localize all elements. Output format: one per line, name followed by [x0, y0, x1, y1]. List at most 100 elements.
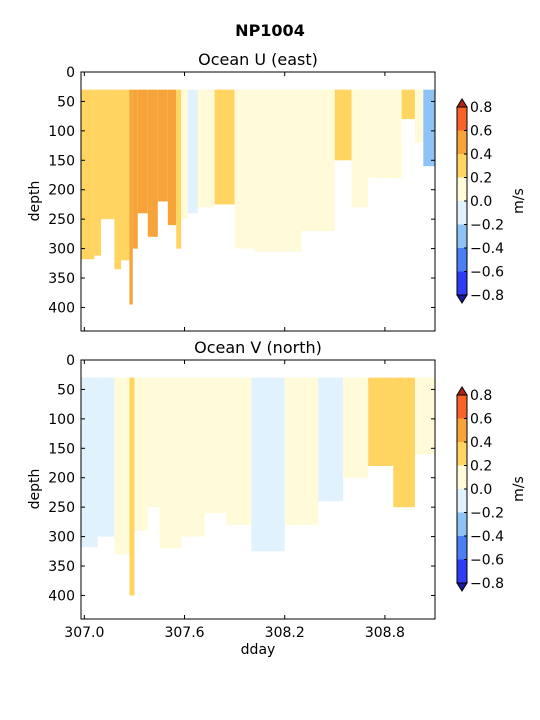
colorbar-tick-label: 0.8	[470, 100, 492, 116]
colorbar-swatch	[457, 512, 467, 536]
colorbar-extend-min	[456, 582, 468, 592]
colorbar-swatch	[457, 418, 467, 442]
heat-cell	[368, 89, 402, 178]
colorbar-tick-label: −0.8	[470, 576, 504, 592]
heat-cell	[147, 89, 158, 237]
y-tick-label: 250	[48, 500, 75, 516]
colorbar-tick-label: −0.4	[470, 241, 504, 257]
heat-cell	[147, 377, 160, 508]
y-tick-label: 350	[48, 559, 75, 575]
heat-cell	[176, 89, 182, 249]
colorbar-extend-max	[456, 386, 468, 396]
colorbar-tick-label: 0.2	[470, 459, 492, 475]
panel-v-title: Ocean V (north)	[194, 338, 322, 357]
y-tick-label: 400	[48, 300, 75, 316]
heat-cell	[132, 89, 138, 249]
heat-cell	[368, 377, 394, 466]
colorbar-swatch	[457, 177, 467, 201]
heat-cell	[414, 377, 435, 455]
heat-cell	[101, 89, 115, 220]
heat-cell	[121, 89, 130, 261]
colorbar-swatch	[457, 201, 467, 225]
heat-cell	[214, 89, 235, 205]
y-tick-label: 350	[48, 271, 75, 287]
colorbar-swatch	[457, 224, 467, 248]
heat-cell	[301, 89, 335, 231]
heat-cell	[351, 89, 369, 208]
x-tick-label: 308.2	[265, 625, 305, 641]
colorbar-swatch	[457, 271, 467, 295]
colorbar-swatch	[457, 536, 467, 560]
heat-cell	[181, 377, 205, 537]
y-tick-label: 250	[48, 212, 75, 228]
y-tick-label: 300	[48, 242, 75, 258]
colorbar-extend-max	[456, 98, 468, 108]
y-tick-label: 400	[48, 588, 75, 604]
panel-ocean-u: Ocean U (east) 050100150200250300350400 …	[27, 50, 527, 332]
colorbar-tick-label: 0.6	[470, 412, 492, 428]
heat-cell	[234, 89, 255, 249]
plot-area-v: 0 50 100 150 200 250 300 350 400 307.0 307.6 308.2 3…	[48, 353, 436, 641]
heat-cell	[318, 377, 344, 502]
axes-frame	[80, 71, 436, 332]
heat-cell	[129, 89, 133, 305]
colorbar-label: m/s	[511, 188, 527, 214]
colorbar-swatch	[457, 395, 467, 419]
colorbar-swatch	[457, 559, 467, 583]
heat-cell	[159, 377, 182, 549]
plot-area-u: 0 50 100 150 200 250 300 350 400	[48, 65, 436, 332]
panel-u-ylabel: depth	[27, 181, 43, 222]
heat-cell	[97, 377, 115, 537]
heat-cell	[114, 377, 130, 555]
colorbar-tick-label: 0.4	[470, 435, 492, 451]
colorbar-swatch	[457, 489, 467, 513]
heat-cell	[197, 89, 215, 208]
heat-cell	[423, 89, 435, 167]
y-tick-label: 50	[57, 382, 75, 398]
y-tick-label: 150	[48, 153, 75, 169]
x-tick-label: 307.6	[164, 625, 204, 641]
colorbar-swatch	[457, 154, 467, 178]
heat-cell	[204, 377, 227, 514]
heat-cell	[94, 89, 102, 256]
colorbar-v: 0.8 0.6 0.4 0.2 0.0 −0.2 −0.4 −0.6 −0.8 m/s	[456, 386, 527, 592]
colorbar-tick-label: −0.2	[470, 506, 504, 522]
colorbar-tick-label: 0.2	[470, 171, 492, 187]
y-tick-label: 300	[48, 530, 75, 546]
colorbar-swatch	[457, 465, 467, 489]
y-tick-label: 200	[48, 183, 75, 199]
heat-cell	[134, 377, 148, 531]
colorbar-extend-min	[456, 294, 468, 304]
heat-cell	[414, 89, 424, 143]
colorbar-swatch	[457, 107, 467, 131]
colorbar-swatch	[457, 442, 467, 466]
heat-cell	[129, 377, 135, 596]
heat-cell	[81, 377, 98, 548]
colorbar-u: 0.8 0.6 0.4 0.2 0.0 −0.2 −0.4 −0.6 −0.8 m/s	[456, 98, 527, 304]
colorbar-tick-label: −0.6	[470, 553, 504, 569]
y-tick-label: 100	[48, 412, 75, 428]
heat-cell	[114, 89, 122, 270]
panel-v-xlabel: dday	[241, 642, 276, 658]
heat-cell	[187, 89, 198, 214]
colorbar-tick-label: 0.0	[470, 482, 492, 498]
heat-cell	[137, 89, 148, 214]
colorbar-tick-label: −0.4	[470, 529, 504, 545]
panel-v-ylabel: depth	[27, 469, 43, 510]
colorbar-swatch	[457, 248, 467, 272]
x-tick-label: 307.0	[64, 625, 104, 641]
colorbar-swatch	[457, 130, 467, 154]
y-tick-label: 50	[57, 94, 75, 110]
y-tick-label: 0	[66, 65, 75, 81]
axes-frame	[80, 359, 436, 620]
colorbar-tick-label: 0.6	[470, 124, 492, 140]
x-tick-label: 308.8	[365, 625, 405, 641]
colorbar-tick-label: 0.0	[470, 194, 492, 210]
y-tick-label: 0	[66, 353, 75, 369]
colorbar-tick-label: 0.8	[470, 388, 492, 404]
heat-cell	[254, 89, 302, 252]
heat-cell	[393, 377, 415, 508]
heat-cell	[226, 377, 252, 525]
heat-cell	[157, 89, 168, 202]
